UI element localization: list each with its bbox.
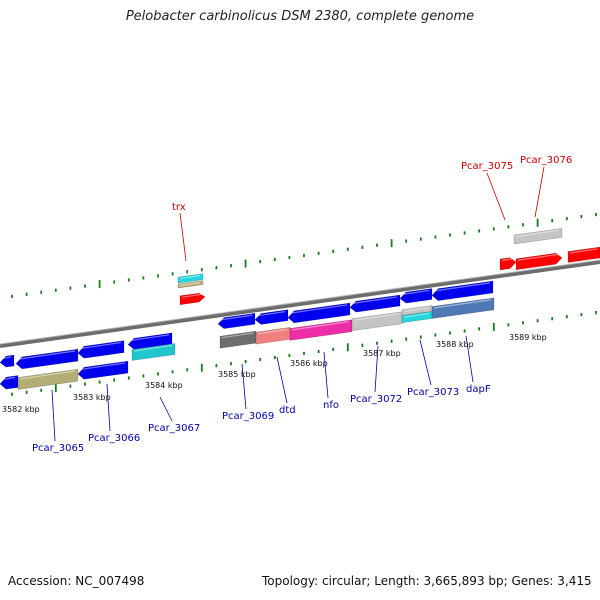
- gene-pcar3076-highlight: [517, 253, 560, 261]
- leader-line: [323, 351, 329, 399]
- gene-pcar3075-feature-highlight: [515, 229, 560, 238]
- gene-dapF-highlight: [433, 282, 491, 292]
- gene-pcar3072-block: [351, 311, 403, 332]
- accession-text: Accession: NC_007498: [8, 574, 145, 588]
- gene-pcar3072: [349, 294, 401, 313]
- gene-pcar3067-feature: [131, 343, 176, 361]
- gene-nfo: [287, 302, 351, 324]
- gene-pcar3072-highlight: [351, 296, 398, 305]
- tick-marks: [11, 212, 597, 396]
- leader-line: [179, 212, 187, 262]
- kbp-label: 3588 kbp: [436, 340, 474, 349]
- leader-line: [419, 339, 432, 386]
- kbp-label: 3587 kbp: [363, 349, 401, 358]
- kbp-label: 3584 kbp: [145, 381, 183, 390]
- gene-next-forward: [567, 246, 600, 263]
- gene-pcar3067-feature-highlight: [133, 344, 173, 352]
- gene-pcar3076: [515, 252, 563, 271]
- leader-line: [241, 363, 247, 410]
- kbp-label: 3585 kbp: [218, 370, 256, 379]
- gene-label-pcar_3065: Pcar_3065: [32, 443, 84, 454]
- gene-dtd: [254, 309, 289, 325]
- leader-line: [374, 345, 379, 393]
- gene-pcar3064-b-highlight: [1, 376, 16, 381]
- gene-pcar3065-rna-highlight: [19, 370, 76, 380]
- gene-pcar3066: [77, 340, 125, 359]
- gene-nfo-block: [289, 319, 353, 341]
- gene-dtd-block-highlight: [257, 328, 288, 335]
- gene-label-pcar_3067: Pcar_3067: [148, 423, 200, 434]
- gene-dapF: [431, 280, 494, 301]
- gene-trx-cds: [177, 273, 204, 284]
- gene-pcar3065: [15, 348, 79, 370]
- feature-labels: 3582 kbp 3583 kbp 3584 kbp 3585 kbp 3586 kbp…: [2, 155, 572, 454]
- gene-nfo-block-highlight: [291, 321, 350, 331]
- gene-label-dapf: dapF: [466, 384, 491, 395]
- leader-line: [276, 356, 288, 404]
- gene-pcar3069-highlight: [219, 314, 253, 321]
- gene-pcar3073-highlight: [401, 289, 430, 296]
- gene-trx-rna-highlight: [179, 281, 201, 287]
- gene-pcar3073-cds-highlight: [403, 306, 430, 312]
- gene-pcar3075-highlight: [501, 258, 514, 262]
- leader-line: [159, 396, 173, 422]
- gene-pcar3066-b-highlight: [79, 362, 126, 371]
- gene-dtd-highlight: [256, 311, 286, 317]
- gene-pcar3064: [0, 354, 15, 368]
- gene-label-pcar_3075: Pcar_3075: [461, 161, 513, 172]
- gene-trx-highlight: [181, 293, 203, 298]
- gene-features: [0, 227, 600, 390]
- gene-label-pcar_3072: Pcar_3072: [350, 394, 402, 405]
- gene-trx-rna: [177, 280, 204, 289]
- gene-pcar3065-rna: [17, 368, 79, 390]
- leader-line: [465, 335, 474, 383]
- gene-nfo-highlight: [289, 304, 348, 314]
- label-leader-lines: [51, 166, 545, 442]
- gene-label-pcar_3069: Pcar_3069: [222, 411, 274, 422]
- gene-pcar3072-block-highlight: [353, 313, 400, 321]
- gene-pcar3073-rna-highlight: [403, 312, 430, 318]
- kbp-label: 3586 kbp: [290, 359, 328, 368]
- kbp-label: 3589 kbp: [509, 333, 547, 342]
- gene-label-dtd: dtd: [279, 405, 296, 416]
- gene-pcar3064-b: [0, 375, 19, 390]
- gene-label-nfo: nfo: [323, 400, 339, 411]
- gene-dapF-block: [431, 297, 495, 319]
- leader-line: [51, 389, 56, 442]
- gene-pcar3064-highlight: [1, 356, 12, 360]
- genome-backbone: [0, 259, 600, 348]
- gene-pcar3075: [499, 257, 517, 271]
- gene-pcar3073: [399, 288, 433, 304]
- gene-pcar3069: [217, 312, 256, 329]
- gene-pcar3066-b: [77, 360, 129, 380]
- gene-next-forward-highlight: [569, 248, 598, 254]
- gene-pcar3065-highlight: [17, 350, 76, 360]
- gene-dapF-block-highlight: [433, 299, 492, 309]
- kbp-label: 3582 kbp: [2, 405, 40, 414]
- gene-label-pcar_3066: Pcar_3066: [88, 433, 140, 444]
- gene-trx: [179, 292, 206, 306]
- leader-line: [486, 172, 506, 221]
- gene-label-trx: trx: [172, 202, 186, 213]
- gene-pcar3075-feature: [513, 227, 563, 245]
- leader-line: [534, 166, 545, 218]
- gene-trx-cds-highlight: [179, 274, 201, 280]
- gene-pcar3069-block-highlight: [221, 332, 254, 339]
- genome-title: Pelobacter carbinolicus DSM 2380, comple…: [125, 9, 475, 24]
- gene-pcar3066-highlight: [79, 341, 122, 350]
- gene-label-pcar_3076: Pcar_3076: [520, 155, 572, 166]
- kbp-label: 3583 kbp: [73, 393, 111, 402]
- gene-pcar3067-highlight: [129, 334, 170, 342]
- leader-line: [106, 383, 111, 432]
- genome-summary-text: Topology: circular; Length: 3,665,893 bp…: [262, 574, 592, 588]
- gene-label-pcar_3073: Pcar_3073: [407, 387, 459, 398]
